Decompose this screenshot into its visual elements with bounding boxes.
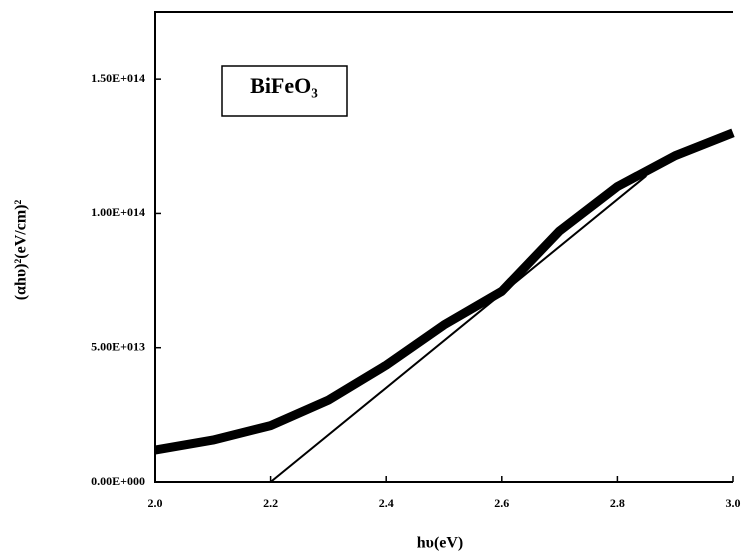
y-tick-label: 5.00E+013 — [91, 339, 145, 353]
x-tick-label: 3.0 — [726, 496, 741, 510]
x-axis-label: hυ(eV) — [417, 535, 464, 552]
x-tick-label: 2.0 — [148, 496, 163, 510]
y-tick-label: 1.00E+014 — [91, 205, 145, 219]
x-tick-label: 2.8 — [610, 496, 625, 510]
y-tick-label: 1.50E+014 — [91, 71, 145, 85]
x-tick-label: 2.4 — [379, 496, 394, 510]
axis-frame — [154, 11, 733, 483]
annotation-box — [221, 65, 348, 117]
y-axis-label: (αhυ)²(eV/cm)² — [13, 200, 30, 301]
x-tick-label: 2.2 — [263, 496, 278, 510]
y-tick-label: 0.00E+000 — [91, 474, 145, 488]
x-tick-label: 2.6 — [494, 496, 509, 510]
data-line — [154, 128, 735, 455]
fit-line — [269, 175, 647, 483]
annotation: BiFeO₃ — [250, 73, 318, 98]
